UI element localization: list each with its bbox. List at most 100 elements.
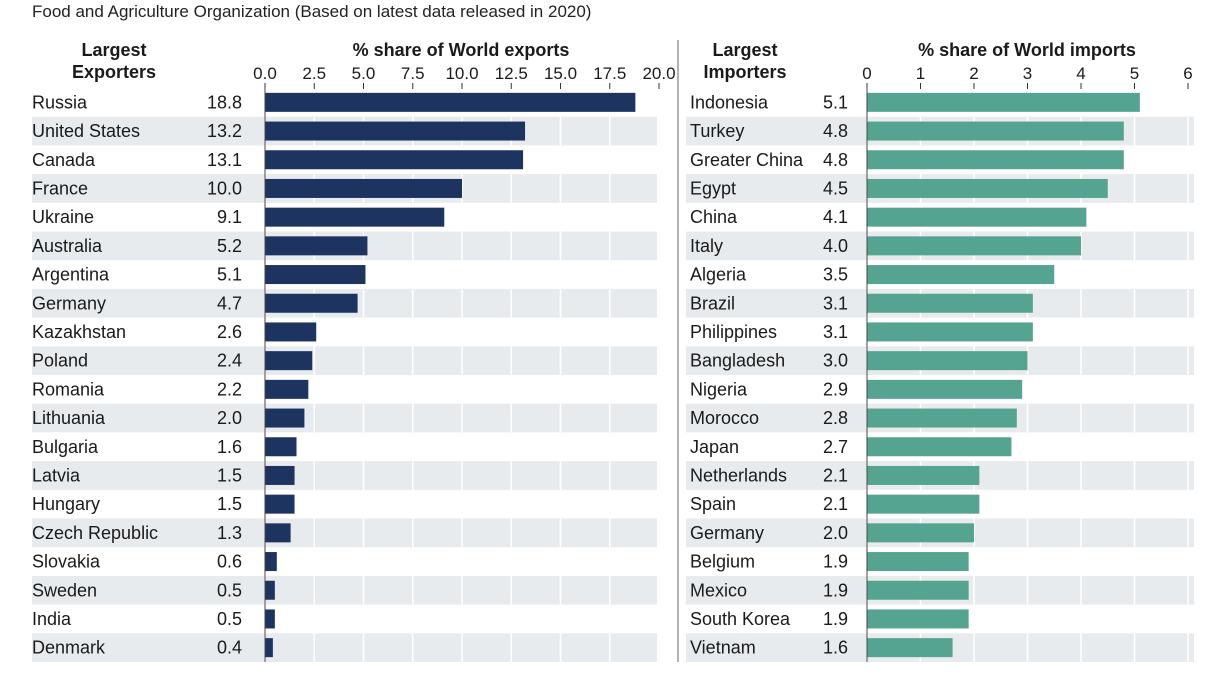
imports-value-label: 2.9 <box>823 379 848 399</box>
exports-value-label: 18.8 <box>207 92 242 112</box>
imports-axis-title: % share of World imports <box>918 40 1136 60</box>
exports-tick-label: 17.5 <box>593 64 626 83</box>
exports-bar <box>265 379 309 399</box>
exports-category-label: Argentina <box>32 265 110 285</box>
exports-category-label: India <box>32 609 72 629</box>
imports-tick-label: 0 <box>862 64 871 83</box>
exports-bar <box>265 293 358 313</box>
imports-tick-label: 4 <box>1076 64 1085 83</box>
row-band <box>32 346 657 375</box>
imports-value-label: 2.7 <box>823 437 848 457</box>
exports-bar <box>265 351 313 371</box>
imports-bar <box>867 265 1055 285</box>
imports-bar <box>867 236 1081 256</box>
imports-bar <box>867 609 969 629</box>
imports-value-label: 4.5 <box>823 178 848 198</box>
exports-category-label: Australia <box>32 236 103 256</box>
imports-category-label: Germany <box>690 523 764 543</box>
imports-value-label: 3.1 <box>823 293 848 313</box>
imports-category-label: Netherlands <box>690 465 787 485</box>
exports-axis-title: % share of World exports <box>353 40 570 60</box>
exports-category-label: Ukraine <box>32 207 94 227</box>
exports-value-label: 2.6 <box>217 322 242 342</box>
imports-value-label: 1.9 <box>823 552 848 572</box>
exports-value-label: 0.4 <box>217 638 242 658</box>
imports-category-label: Mexico <box>690 580 747 600</box>
imports-bar <box>867 322 1033 342</box>
imports-bar <box>867 552 969 572</box>
imports-bar <box>867 523 974 543</box>
imports-category-label: Belgium <box>690 552 755 572</box>
exports-tick-label: 15.0 <box>544 64 577 83</box>
imports-tick-label: 6 <box>1183 64 1192 83</box>
exports-category-label: Canada <box>32 150 96 170</box>
imports-bar <box>867 207 1087 227</box>
exports-bar <box>265 265 366 285</box>
exports-bar <box>265 437 297 457</box>
exports-value-label: 0.5 <box>217 580 242 600</box>
imports-category-label: Indonesia <box>690 92 769 112</box>
imports-category-label: China <box>690 207 738 227</box>
row-band <box>32 518 657 548</box>
exports-category-label: Lithuania <box>32 408 106 428</box>
imports-bar <box>867 351 1028 371</box>
imports-bar <box>867 408 1017 428</box>
imports-category-label: Spain <box>690 494 736 514</box>
exports-bar <box>265 552 277 572</box>
imports-header-line1: Largest <box>712 40 777 60</box>
exports-bar <box>265 638 273 658</box>
imports-tick-label: 5 <box>1130 64 1139 83</box>
exports-category-label: Germany <box>32 293 106 313</box>
imports-category-label: Egypt <box>690 178 736 198</box>
imports-bar <box>867 465 980 485</box>
exports-category-label: Denmark <box>32 638 106 658</box>
exports-bar <box>265 207 445 227</box>
imports-value-label: 4.8 <box>823 150 848 170</box>
exports-bar <box>265 236 368 256</box>
imports-bar <box>867 150 1124 170</box>
imports-category-label: Greater China <box>690 150 804 170</box>
exports-tick-label: 10.0 <box>445 64 478 83</box>
exports-category-label: Hungary <box>32 494 100 514</box>
exports-value-label: 1.6 <box>217 437 242 457</box>
exports-category-label: United States <box>32 121 140 141</box>
imports-category-label: Japan <box>690 437 739 457</box>
imports-value-label: 3.0 <box>823 351 848 371</box>
exports-value-label: 5.2 <box>217 236 242 256</box>
imports-bar <box>867 293 1033 313</box>
exports-tick-label: 7.5 <box>401 64 425 83</box>
exports-category-label: Latvia <box>32 465 81 485</box>
exports-category-label: Kazakhstan <box>32 322 126 342</box>
imports-bar <box>867 92 1140 112</box>
imports-category-label: Italy <box>690 236 723 256</box>
imports-header-line2: Importers <box>703 62 786 82</box>
exports-value-label: 1.5 <box>217 465 242 485</box>
imports-category-label: Philippines <box>690 322 777 342</box>
exports-tick-label: 0.0 <box>253 64 277 83</box>
row-band <box>32 575 657 605</box>
exports-header-line1: Largest <box>81 40 146 60</box>
exports-category-label: France <box>32 178 88 198</box>
exports-bar <box>265 92 636 112</box>
exports-bar <box>265 494 295 514</box>
exports-category-label: Bulgaria <box>32 437 99 457</box>
imports-category-label: South Korea <box>690 609 791 629</box>
exports-bar <box>265 465 295 485</box>
imports-tick-label: 1 <box>916 64 925 83</box>
exports-category-label: Czech Republic <box>32 523 158 543</box>
exports-bar <box>265 580 275 600</box>
row-band <box>32 403 657 433</box>
exports-value-label: 2.4 <box>217 351 242 371</box>
imports-bar <box>867 379 1023 399</box>
imports-value-label: 5.1 <box>823 92 848 112</box>
exports-bar <box>265 322 317 342</box>
imports-tick-label: 3 <box>1023 64 1032 83</box>
exports-category-label: Romania <box>32 379 105 399</box>
exports-tick-label: 5.0 <box>352 64 376 83</box>
exports-category-label: Poland <box>32 351 88 371</box>
imports-category-label: Bangladesh <box>690 351 785 371</box>
imports-value-label: 3.5 <box>823 265 848 285</box>
exports-bar <box>265 408 305 428</box>
imports-category-label: Turkey <box>690 121 744 141</box>
